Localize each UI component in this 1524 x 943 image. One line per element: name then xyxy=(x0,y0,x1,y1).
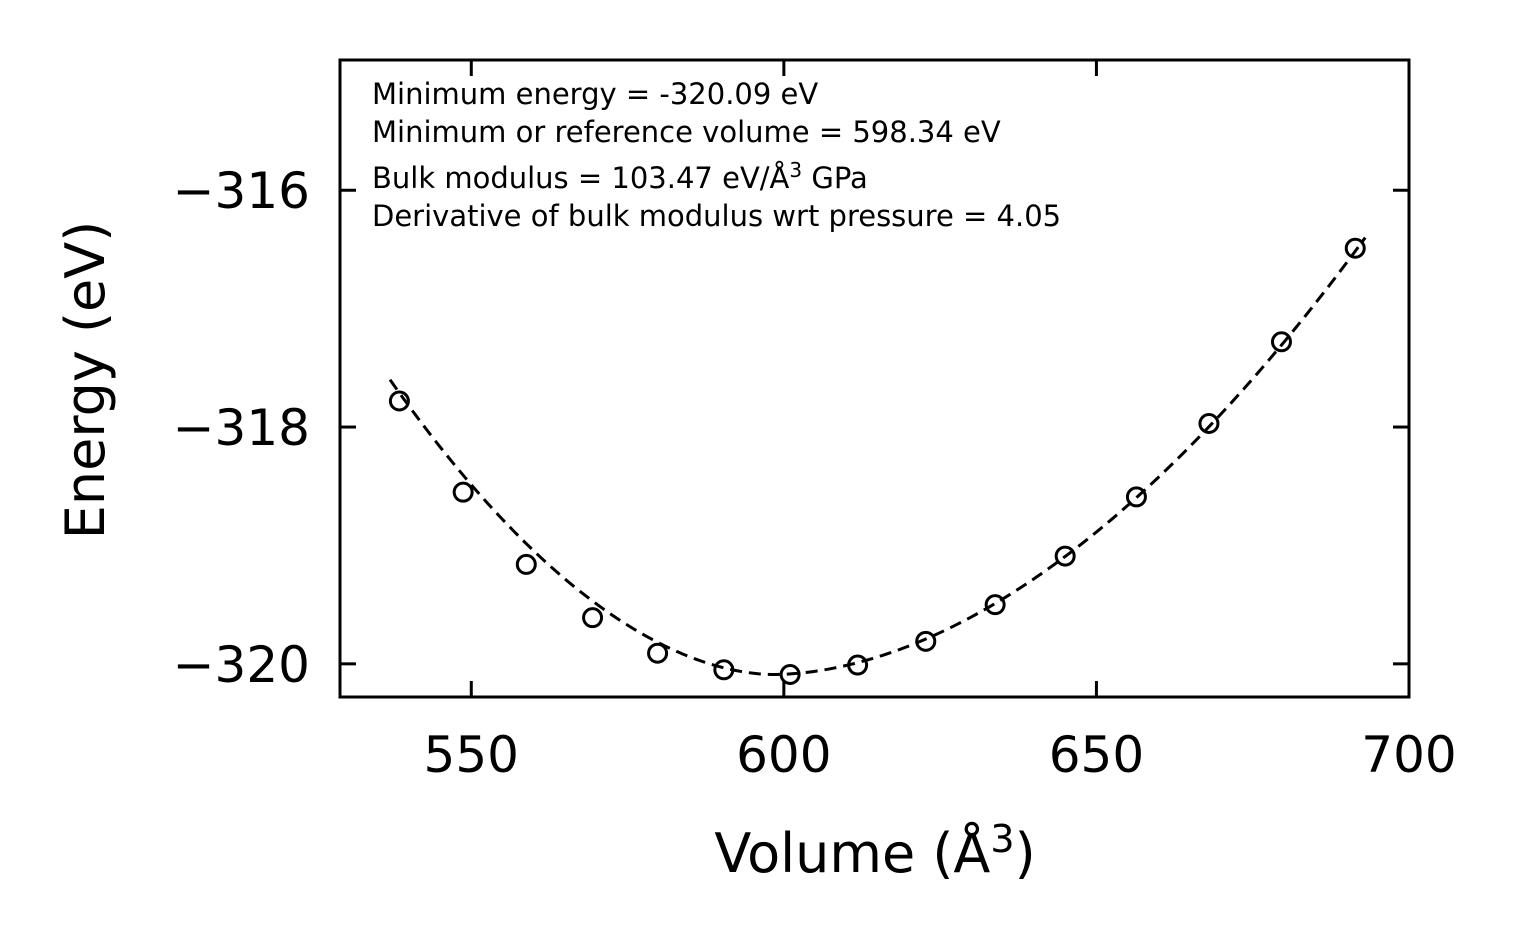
x-tick-label: 550 xyxy=(424,726,519,784)
x-axis-title: Volume (Å3) xyxy=(714,817,1035,885)
data-point xyxy=(1125,486,1147,508)
x-tick-label: 600 xyxy=(736,726,831,784)
plot-frame xyxy=(338,58,1411,699)
data-point xyxy=(1054,545,1076,567)
data-point xyxy=(582,607,604,629)
y-tick-label: −320 xyxy=(173,636,310,694)
x-axis-title-superscript: 3 xyxy=(990,817,1014,861)
y-tick-label: −316 xyxy=(173,162,310,220)
x-axis-title-close: ) xyxy=(1015,822,1036,885)
data-point xyxy=(713,659,735,681)
data-point xyxy=(1198,412,1220,434)
annotation-min-volume: Minimum or reference volume = 598.34 eV xyxy=(372,115,1001,149)
data-point xyxy=(984,594,1006,616)
bulk-modulus-superscript: 3 xyxy=(789,158,802,182)
bulk-modulus-unit: GPa xyxy=(802,161,868,195)
data-point xyxy=(388,390,410,412)
x-tick-label: 700 xyxy=(1361,726,1456,784)
x-tick-label: 650 xyxy=(1049,726,1144,784)
annotation-min-energy: Minimum energy = -320.09 eV xyxy=(372,77,818,111)
annotation-bulk-derivative: Derivative of bulk modulus wrt pressure … xyxy=(372,199,1061,233)
y-tick-label: −318 xyxy=(173,399,310,457)
data-point xyxy=(1270,331,1292,353)
data-point xyxy=(452,481,474,503)
data-point xyxy=(1344,237,1366,259)
x-axis-title-text: Volume (Å xyxy=(714,821,990,885)
data-point xyxy=(647,642,669,664)
annotation-bulk-modulus: Bulk modulus = 103.47 eV/Å3 GPa xyxy=(372,158,868,195)
data-point xyxy=(915,630,937,652)
y-axis-title: Energy (eV) xyxy=(54,221,117,540)
fit-curve xyxy=(388,236,1367,676)
data-points xyxy=(388,237,1366,686)
data-point xyxy=(847,654,869,676)
bulk-modulus-text: Bulk modulus = 103.47 eV/Å xyxy=(372,161,790,195)
data-point xyxy=(779,664,801,686)
data-point xyxy=(515,553,537,575)
axis-ticks: 550 600 650 700 −316 −318 −320 xyxy=(173,60,1457,784)
